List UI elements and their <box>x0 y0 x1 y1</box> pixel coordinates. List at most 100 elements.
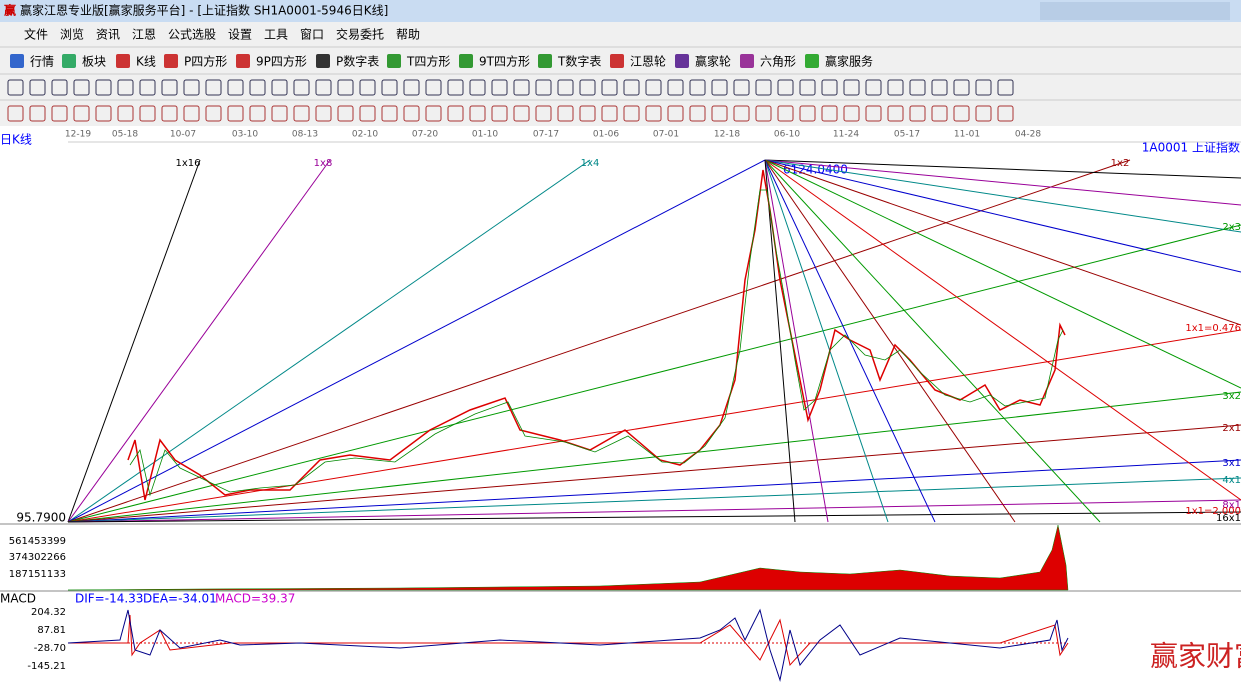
tool-icon[interactable] <box>513 79 530 96</box>
toolbar-button[interactable]: 9P四方形 <box>256 54 307 69</box>
toolbar-button[interactable]: T数字表 <box>557 54 601 69</box>
tool-icon[interactable] <box>161 79 178 96</box>
tool-icon[interactable] <box>975 105 992 122</box>
tool-icon[interactable] <box>139 105 156 122</box>
tool-icon[interactable] <box>733 105 750 122</box>
tool-icon[interactable] <box>337 105 354 122</box>
tool-icon[interactable] <box>95 79 112 96</box>
toolbar-button[interactable]: T四方形 <box>406 54 450 69</box>
tool-icon[interactable] <box>381 105 398 122</box>
tool-icon[interactable] <box>227 105 244 122</box>
toolbar-icon[interactable] <box>62 54 76 68</box>
tool-icon[interactable] <box>623 105 640 122</box>
tool-icon[interactable] <box>183 105 200 122</box>
tool-icon[interactable] <box>403 79 420 96</box>
tool-icon[interactable] <box>249 79 266 96</box>
tool-icon[interactable] <box>447 105 464 122</box>
tool-icon[interactable] <box>425 105 442 122</box>
tool-icon[interactable] <box>315 79 332 96</box>
tool-icon[interactable] <box>931 79 948 96</box>
tool-icon[interactable] <box>447 79 464 96</box>
tool-icon[interactable] <box>909 79 926 96</box>
tool-icon[interactable] <box>689 105 706 122</box>
tool-icon[interactable] <box>667 105 684 122</box>
tool-icon[interactable] <box>579 79 596 96</box>
tool-icon[interactable] <box>359 79 376 96</box>
tool-icon[interactable] <box>887 79 904 96</box>
tool-icon[interactable] <box>249 105 266 122</box>
tool-icon[interactable] <box>381 79 398 96</box>
tool-icon[interactable] <box>843 105 860 122</box>
menu-item[interactable]: 帮助 <box>396 28 420 42</box>
tool-icon[interactable] <box>51 79 68 96</box>
toolbar-icon[interactable] <box>675 54 689 68</box>
tool-icon[interactable] <box>557 105 574 122</box>
tool-icon[interactable] <box>579 105 596 122</box>
tool-icon[interactable] <box>183 79 200 96</box>
tool-icon[interactable] <box>623 79 640 96</box>
tool-icon[interactable] <box>711 79 728 96</box>
menu-item[interactable]: 设置 <box>228 28 252 42</box>
toolbar-icon[interactable] <box>236 54 250 68</box>
tool-icon[interactable] <box>953 79 970 96</box>
toolbar-button[interactable]: 9T四方形 <box>479 54 530 69</box>
menu-item[interactable]: 江恩 <box>132 28 156 42</box>
tool-icon[interactable] <box>821 79 838 96</box>
tool-icon[interactable] <box>337 79 354 96</box>
tool-icon[interactable] <box>799 105 816 122</box>
tool-icon[interactable] <box>425 79 442 96</box>
toolbar-icon[interactable] <box>740 54 754 68</box>
menu-item[interactable]: 文件 <box>24 27 48 42</box>
tool-icon[interactable] <box>7 79 24 96</box>
toolbar-button[interactable]: P数字表 <box>336 54 379 69</box>
tool-icon[interactable] <box>271 79 288 96</box>
tool-icon[interactable] <box>359 105 376 122</box>
tool-icon[interactable] <box>799 79 816 96</box>
tool-icon[interactable] <box>997 105 1014 122</box>
toolbar-button[interactable]: P四方形 <box>184 54 227 69</box>
menu-item[interactable]: 浏览 <box>60 27 84 42</box>
menu-item[interactable]: 窗口 <box>300 28 324 42</box>
tool-icon[interactable] <box>755 79 772 96</box>
tool-icon[interactable] <box>315 105 332 122</box>
tool-icon[interactable] <box>645 105 662 122</box>
tool-icon[interactable] <box>161 105 178 122</box>
tool-icon[interactable] <box>689 79 706 96</box>
tool-icon[interactable] <box>205 79 222 96</box>
tool-icon[interactable] <box>733 79 750 96</box>
tool-icon[interactable] <box>777 105 794 122</box>
menu-item[interactable]: 资讯 <box>96 28 120 42</box>
toolbar-button[interactable]: 赢家轮 <box>695 54 731 69</box>
toolbar-icon[interactable] <box>805 54 819 68</box>
toolbar-button[interactable]: K线 <box>136 55 156 69</box>
tool-icon[interactable] <box>601 79 618 96</box>
tool-icon[interactable] <box>403 105 420 122</box>
tool-icon[interactable] <box>51 105 68 122</box>
tool-icon[interactable] <box>909 105 926 122</box>
window-controls[interactable] <box>1040 2 1230 20</box>
tool-icon[interactable] <box>953 105 970 122</box>
tool-icon[interactable] <box>513 105 530 122</box>
tool-icon[interactable] <box>601 105 618 122</box>
tool-icon[interactable] <box>777 79 794 96</box>
tool-icon[interactable] <box>491 105 508 122</box>
tool-icon[interactable] <box>821 105 838 122</box>
tool-icon[interactable] <box>535 79 552 96</box>
tool-icon[interactable] <box>667 79 684 96</box>
toolbar-icon[interactable] <box>10 54 24 68</box>
menu-item[interactable]: 公式选股 <box>168 28 216 42</box>
tool-icon[interactable] <box>535 105 552 122</box>
tool-icon[interactable] <box>29 105 46 122</box>
toolbar-icon[interactable] <box>538 54 552 68</box>
tool-icon[interactable] <box>931 105 948 122</box>
toolbar-icon[interactable] <box>164 54 178 68</box>
tool-icon[interactable] <box>865 105 882 122</box>
toolbar-icon[interactable] <box>459 54 473 68</box>
tool-icon[interactable] <box>293 105 310 122</box>
toolbar-button[interactable]: 板块 <box>82 55 106 69</box>
tool-icon[interactable] <box>7 105 24 122</box>
tool-icon[interactable] <box>645 79 662 96</box>
tool-icon[interactable] <box>755 105 772 122</box>
menu-item[interactable]: 交易委托 <box>336 27 384 42</box>
tool-icon[interactable] <box>469 79 486 96</box>
